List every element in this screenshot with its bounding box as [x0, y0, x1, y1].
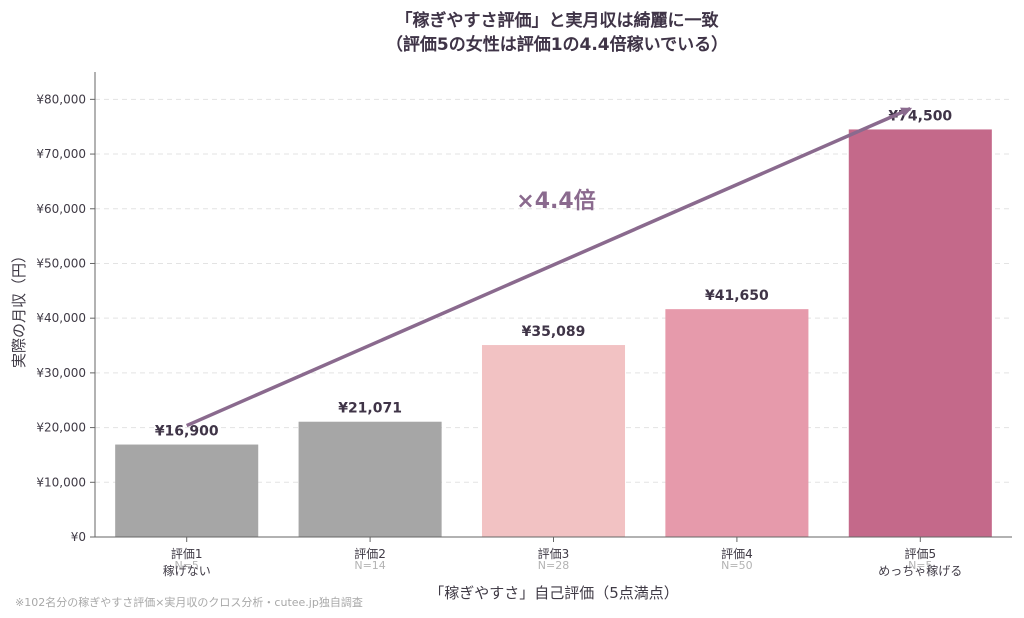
y-tick-label: ¥40,000	[36, 311, 86, 325]
multiplier-annotation: ×4.4倍	[516, 188, 595, 214]
x-tick-label: 評価2	[354, 546, 386, 561]
x-tick-label: 評価5	[904, 546, 936, 561]
bar	[298, 421, 442, 537]
x-tick-sublabel: 稼げない	[163, 563, 211, 578]
chart-title-line1: 「稼ぎやすさ評価」と実月収は綺麗に一致	[396, 10, 720, 31]
y-tick-label: ¥50,000	[36, 256, 86, 270]
y-tick-label: ¥10,000	[36, 475, 86, 489]
bar-value-label: ¥35,089	[522, 324, 586, 340]
sample-size-label: N=5	[908, 559, 932, 572]
footnote: ※102名分の稼ぎやすさ評価×実月収のクロス分析・cutee.jp独自調査	[15, 595, 363, 609]
bar-value-label: ¥41,650	[705, 288, 769, 304]
sample-size-label: N=50	[721, 559, 752, 572]
bar	[115, 444, 259, 537]
bars	[115, 129, 992, 538]
trend-arrow	[185, 107, 913, 428]
sample-size-label: N=28	[538, 559, 569, 572]
x-tick-label: 評価1	[171, 546, 203, 561]
x-axis-label: 「稼ぎやすさ」自己評価（5点満点）	[429, 584, 679, 602]
y-tick-label: ¥60,000	[36, 202, 86, 216]
y-axis-label: 実際の月収（円）	[10, 248, 28, 368]
bar-value-label: ¥16,900	[155, 424, 219, 440]
y-tick-label: ¥20,000	[36, 421, 86, 435]
bar	[848, 129, 992, 538]
bar	[665, 309, 809, 537]
x-tick-label: 評価3	[538, 546, 570, 561]
sample-size-label: N=5	[174, 559, 198, 572]
chart-title-line2: （評価5の女性は評価1の4.4倍稼いでいる）	[386, 34, 728, 55]
bar-value-label: ¥74,500	[888, 108, 952, 124]
x-tick-sublabel: めっちゃ稼げる	[878, 563, 962, 578]
y-axis-ticks: ¥0 ¥10,000 ¥20,000 ¥30,000 ¥40,000 ¥50,000 ¥60…	[36, 92, 95, 544]
bar	[481, 345, 626, 537]
bar-value-label: ¥21,071	[338, 401, 402, 417]
y-tick-label: ¥0	[71, 530, 86, 544]
y-tick-label: ¥80,000	[36, 92, 86, 106]
x-tick-label: 評価4	[721, 546, 753, 561]
sample-size-label: N=14	[354, 559, 385, 572]
y-tick-label: ¥30,000	[36, 366, 86, 380]
y-tick-label: ¥70,000	[36, 147, 86, 161]
